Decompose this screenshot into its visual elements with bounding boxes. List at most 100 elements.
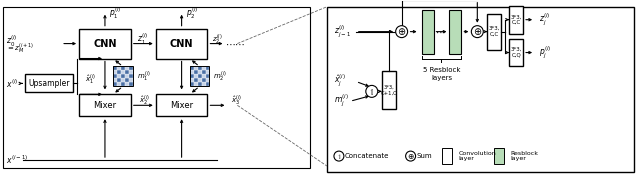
Text: Resblock
layer: Resblock layer [510,151,538,162]
Bar [198,70,202,74]
Bar [113,67,133,86]
Bar [189,74,193,78]
Bar [117,67,121,70]
Bar [129,74,133,78]
Bar [327,7,634,172]
Text: CNN: CNN [170,39,193,49]
Text: 3*3,
C,C: 3*3, C,C [510,14,522,25]
Bar [117,82,121,86]
Bar [113,78,117,82]
Bar [79,94,131,116]
Bar [113,70,117,74]
Bar [121,70,125,74]
Bar [509,6,523,34]
Text: $p_2^{(i)}$: $p_2^{(i)}$ [186,6,198,21]
Bar [193,82,198,86]
Bar [202,70,205,74]
Bar [121,82,125,86]
Text: $z_{j-1}^{(i)}$: $z_{j-1}^{(i)}$ [334,24,351,40]
Text: $z_0^{(i)}$: $z_0^{(i)}$ [6,34,18,49]
Circle shape [334,151,344,161]
Bar [205,82,209,86]
Bar [509,39,523,67]
Circle shape [366,85,378,97]
Text: $m_1^{(i)}$: $m_1^{(i)}$ [137,69,150,84]
Bar [79,29,131,58]
Bar [202,82,205,86]
Bar [198,78,202,82]
Bar [121,78,125,82]
Bar [189,78,193,82]
Bar [189,67,193,70]
Text: $\oplus$: $\oplus$ [473,26,482,37]
Bar [449,10,461,54]
Bar [193,74,198,78]
Text: $\mathbb{1}$: $\mathbb{1}$ [337,152,341,161]
Text: $z_2^{(i)}$: $z_2^{(i)}$ [212,32,223,47]
Bar [125,74,129,78]
Text: Mixer: Mixer [170,101,193,110]
Bar [129,67,133,70]
Text: 3*3,
C,Q: 3*3, C,Q [510,47,522,58]
Bar [121,67,125,70]
Bar [202,78,205,82]
Bar [205,67,209,70]
Text: Sum: Sum [417,153,432,159]
Bar [202,67,205,70]
Bar [26,74,73,92]
Text: $z_j^{(i)}$: $z_j^{(i)}$ [539,12,550,28]
Bar [202,74,205,78]
Bar [189,67,209,86]
Text: Convolution
layer: Convolution layer [458,151,496,162]
Bar [189,82,193,86]
Text: $p_1^{(i)}$: $p_1^{(i)}$ [109,6,122,21]
Bar [193,70,198,74]
Bar [125,82,129,86]
Bar [156,94,207,116]
Circle shape [396,26,408,38]
Bar [121,74,125,78]
Text: $\mathbb{1}$: $\mathbb{1}$ [369,86,374,97]
Bar [205,74,209,78]
Bar [198,74,202,78]
Bar [129,78,133,82]
Bar [113,67,117,70]
Bar [117,78,121,82]
Bar [117,70,121,74]
Bar [156,29,207,58]
Bar [129,70,133,74]
Bar [198,67,202,70]
Circle shape [406,151,415,161]
Bar [193,67,198,70]
Text: 3*3,
C+1,C: 3*3, C+1,C [380,85,397,96]
Text: $z_1^{(i)}$: $z_1^{(i)}$ [138,32,149,47]
Bar [117,74,121,78]
Bar [125,78,129,82]
Bar [3,7,310,168]
Circle shape [471,26,483,38]
Text: $p_j^{(i)}$: $p_j^{(i)}$ [539,45,552,61]
Text: $\cdots$: $\cdots$ [435,27,446,37]
Text: CNN: CNN [93,39,116,49]
Text: $= z_M^{(i+1)}$: $= z_M^{(i+1)}$ [6,41,35,56]
Bar [205,70,209,74]
Text: $m_2^{(i)}$: $m_2^{(i)}$ [214,69,227,84]
Text: 3*3,
C,C: 3*3, C,C [488,26,500,37]
Bar [189,70,193,74]
Text: 5 Resblock: 5 Resblock [422,67,460,73]
Bar [113,82,117,86]
Text: $m_j^{(i)}$: $m_j^{(i)}$ [334,93,349,109]
Bar [442,148,452,164]
Bar [113,74,117,78]
Text: $\oplus$: $\oplus$ [397,26,406,37]
Text: $\hat{x}_2^{(i)}$: $\hat{x}_2^{(i)}$ [139,94,150,108]
Bar [193,78,198,82]
Bar [422,10,433,54]
Text: $\hat{x}_1^{(i)}$: $\hat{x}_1^{(i)}$ [85,72,96,87]
Bar [494,148,504,164]
Text: $\cdots\cdots$: $\cdots\cdots$ [225,39,246,49]
Bar [198,82,202,86]
Text: $x^{(i-1)}$: $x^{(i-1)}$ [6,154,29,166]
Bar [487,14,501,50]
Text: Concatenate: Concatenate [345,153,389,159]
